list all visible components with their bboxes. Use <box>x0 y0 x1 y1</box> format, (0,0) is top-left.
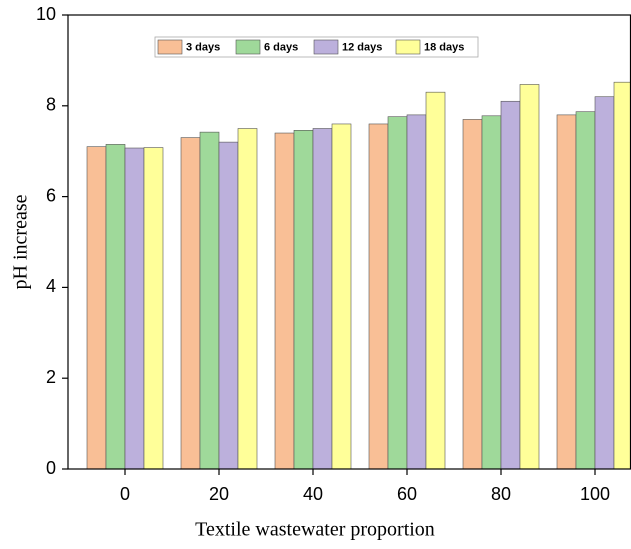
bar <box>481 115 502 470</box>
bar <box>406 114 427 470</box>
bar <box>575 111 596 470</box>
bar <box>594 96 615 470</box>
bar <box>180 137 201 470</box>
legend-label: 12 days <box>342 41 382 53</box>
legend-swatch <box>235 39 261 55</box>
bar <box>368 123 389 470</box>
bar <box>105 144 126 470</box>
x-tick-label: 100 <box>580 484 610 504</box>
y-tick-label: 4 <box>46 276 56 296</box>
bar <box>274 132 295 470</box>
legend-label: 3 days <box>186 41 220 53</box>
x-axis-title: Textile wastewater proportion <box>195 519 435 541</box>
bar <box>556 114 577 470</box>
y-tick-label: 8 <box>46 95 56 115</box>
bar <box>519 84 540 470</box>
legend-swatch <box>313 39 339 55</box>
legend-label: 18 days <box>424 41 464 53</box>
bar <box>237 128 258 470</box>
bar <box>500 100 521 470</box>
legend-swatch <box>157 39 183 55</box>
bar <box>425 91 446 470</box>
y-tick-label: 0 <box>46 458 56 478</box>
x-tick-label: 60 <box>397 484 417 504</box>
bar <box>312 128 333 470</box>
bar <box>613 81 631 470</box>
bar <box>199 131 220 470</box>
y-axis-title: pH increase <box>10 194 32 289</box>
bar <box>218 141 239 470</box>
bar <box>124 147 145 470</box>
bar <box>331 123 352 470</box>
legend-swatch <box>395 39 421 55</box>
y-tick-label: 10 <box>36 4 56 24</box>
x-tick-label: 40 <box>303 484 323 504</box>
y-tick-label: 6 <box>46 185 56 205</box>
x-tick-label: 20 <box>209 484 229 504</box>
bar <box>293 130 314 470</box>
bar <box>387 116 408 470</box>
y-tick-label: 2 <box>46 367 56 387</box>
legend-label: 6 days <box>264 41 298 53</box>
bar <box>462 119 483 470</box>
x-tick-label: 80 <box>491 484 511 504</box>
bar <box>86 146 107 470</box>
x-tick-label: 0 <box>120 484 130 504</box>
bar <box>143 147 164 470</box>
